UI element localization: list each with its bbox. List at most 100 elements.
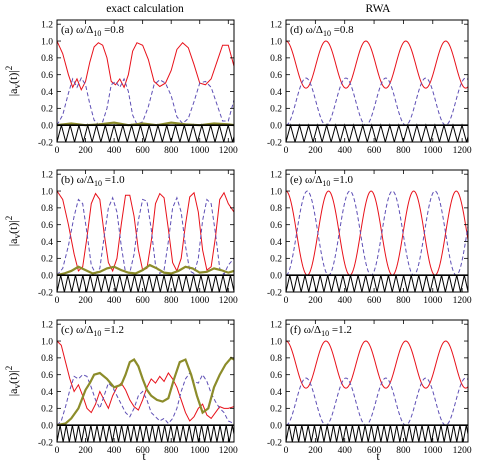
x-tick-label: 400: [338, 296, 353, 306]
x-tick-label: 1200: [219, 446, 238, 456]
x-tick-label: 1200: [219, 296, 238, 306]
plot-frame-c: [56, 319, 235, 443]
y-tick-label: 0.6: [270, 221, 282, 231]
y-tick-label: 1.2: [270, 321, 282, 331]
y-tick-label: 0.8: [41, 204, 53, 214]
series-olive-b: [57, 263, 234, 277]
y-tick-label: 1.0: [41, 187, 53, 197]
panel-label-d: (d) ω/Δ10 =0.8: [290, 24, 354, 38]
plot-frame-e: [285, 169, 469, 293]
x-tick-label: 1000: [190, 296, 209, 306]
panel-a: 0 200 400 600 800 1000 1200 -0.2 0.0 0.2 0.4 0.6 0.8…: [4, 19, 238, 156]
y-tick-label: -0.2: [38, 138, 53, 148]
x-tick-label: 800: [164, 296, 179, 306]
x-tick-label: 800: [396, 296, 411, 306]
panel-label-e: (e) ω/Δ10 =1.0: [290, 174, 354, 188]
series-purple-f: [286, 377, 468, 426]
y-tick-label: 0.4: [270, 238, 282, 248]
series-red-f: [286, 340, 468, 389]
x-tick-label: 800: [164, 146, 179, 156]
y-tick-label: 0.2: [41, 105, 53, 115]
series-purple-d: [286, 77, 468, 126]
y-tick-label: 0.2: [270, 405, 282, 415]
y-tick-label: 1.2: [41, 171, 53, 181]
panel-b: 0 200 400 600 800 1000 1200 -0.2 0.0 0.2 0.4 0.6 0.8…: [4, 169, 238, 306]
x-tick-label: 1000: [423, 296, 442, 306]
y-tick-label: 0.0: [41, 421, 53, 431]
x-tick-label: 200: [308, 446, 323, 456]
y-tick-label: 1.2: [41, 321, 53, 331]
column-title-rwa: RWA: [366, 3, 392, 15]
series-red-e: [286, 190, 468, 276]
x-tick-label: 1000: [423, 146, 442, 156]
panel-label-b: (b) ω/Δ10 =1.0: [61, 174, 125, 188]
y-tick-label: 0.4: [41, 88, 53, 98]
x-tick-label: 400: [338, 446, 353, 456]
y-tick-label: 1.0: [41, 337, 53, 347]
y-tick-label: -0.2: [267, 288, 282, 298]
y-tick-label: 0.0: [270, 271, 282, 281]
panel-label-c: (c) ω/Δ10 =1.2: [61, 324, 124, 338]
series-red-c: [57, 340, 234, 422]
x-tick-label: 0: [55, 296, 60, 306]
x-tick-label: 1000: [190, 446, 209, 456]
y-tick-label: 0.8: [41, 54, 53, 64]
y-tick-label: 0.2: [41, 405, 53, 415]
y-tick-label: 0.2: [270, 255, 282, 265]
y-axis-label-b: |av(t)|2: [4, 216, 22, 246]
series-purple-c: [57, 372, 234, 426]
x-tick-label: 600: [367, 146, 382, 156]
x-tick-label: 0: [284, 296, 289, 306]
x-axis-label-left: t: [142, 449, 146, 463]
sawtooth-e: [286, 275, 468, 292]
x-tick-label: 0: [55, 446, 60, 456]
y-axis-label-c: |av(t)|2: [4, 366, 22, 396]
x-tick-label: 400: [338, 146, 353, 156]
x-tick-label: 600: [136, 146, 151, 156]
plot-frame-b: [56, 169, 235, 293]
x-tick-label: 600: [136, 446, 151, 456]
x-tick-label: 1200: [453, 296, 472, 306]
y-tick-label: 0.0: [41, 121, 53, 131]
x-tick-label: 0: [284, 446, 289, 456]
series-red-d: [286, 40, 468, 89]
panel-d: 0 200 400 600 800 1000 1200 -0.2 0.0 0.2 0.4 0.6 0.8…: [267, 19, 472, 156]
x-tick-label: 1000: [190, 146, 209, 156]
x-tick-label: 400: [107, 446, 122, 456]
y-tick-label: 0.0: [270, 121, 282, 131]
y-tick-label: 0.8: [270, 354, 282, 364]
x-tick-label: 400: [107, 296, 122, 306]
panel-label-f: (f) ω/Δ10 =1.2: [290, 324, 352, 338]
y-tick-label: 0.8: [270, 54, 282, 64]
x-tick-label: 200: [308, 296, 323, 306]
x-tick-label: 200: [78, 446, 93, 456]
y-tick-label: 1.0: [270, 37, 282, 47]
y-axis-label-a: |av(t)|2: [4, 66, 22, 96]
y-tick-label: -0.2: [38, 438, 53, 448]
y-tick-label: 0.6: [270, 371, 282, 381]
series-red-b: [57, 190, 234, 273]
panel-f: 0 200 400 600 800 1000 1200 -0.2 0.0 0.2 0.4 0.6 0.8…: [267, 319, 472, 456]
x-tick-label: 400: [107, 146, 122, 156]
sawtooth-d: [286, 123, 468, 142]
sawtooth-a: [57, 123, 234, 142]
x-tick-label: 0: [284, 146, 289, 156]
y-tick-label: 0.2: [41, 255, 53, 265]
x-tick-label: 200: [78, 146, 93, 156]
plot-frame-d: [285, 19, 469, 143]
panel-e: 0 200 400 600 800 1000 1200 -0.2 0.0 0.2 0.4 0.6 0.8…: [267, 169, 472, 306]
y-tick-label: 1.2: [41, 21, 53, 31]
y-tick-label: 0.6: [270, 71, 282, 81]
x-axis-label-right: t: [376, 449, 380, 463]
y-tick-label: 0.6: [41, 371, 53, 381]
x-tick-label: 200: [308, 146, 323, 156]
y-tick-label: 1.0: [41, 37, 53, 47]
series-olive-c: [57, 356, 234, 427]
y-tick-label: -0.2: [38, 288, 53, 298]
x-tick-label: 600: [367, 296, 382, 306]
x-tick-label: 600: [136, 296, 151, 306]
sawtooth-b: [57, 275, 234, 292]
column-title-exact: exact calculation: [106, 3, 184, 15]
x-tick-label: 1200: [453, 146, 472, 156]
